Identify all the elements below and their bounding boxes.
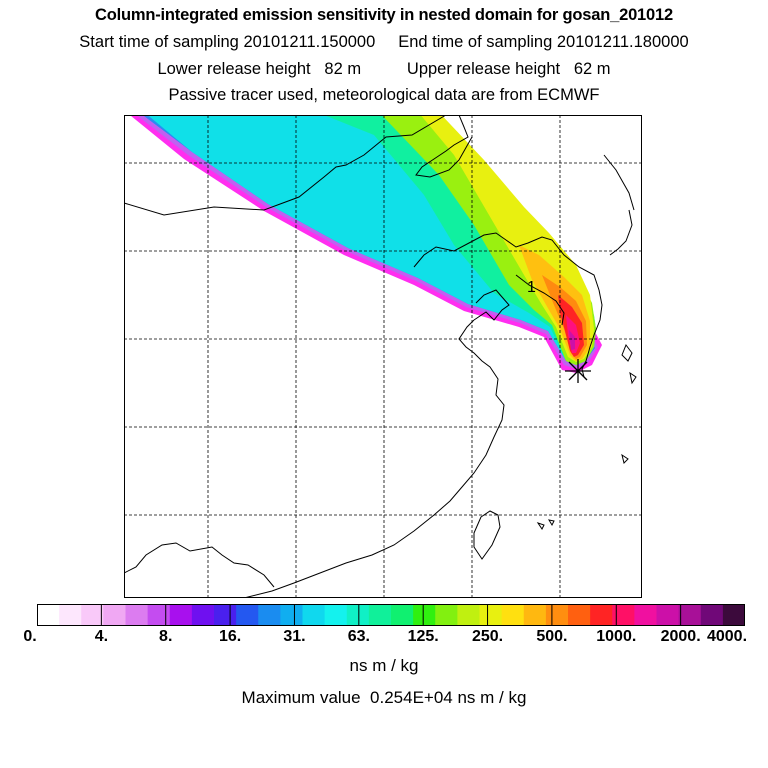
scale-tick-label: 250.: [471, 628, 504, 645]
scale-tick-label: 31.: [283, 628, 306, 645]
color-swatch: [457, 604, 481, 626]
color-swatch: [258, 604, 281, 626]
plume-label: 1: [527, 279, 536, 296]
color-swatch: [435, 604, 458, 626]
color-swatch: [479, 604, 503, 626]
asterisk-marker: [565, 359, 591, 383]
color-swatch: [590, 604, 613, 626]
color-swatch: [656, 604, 680, 626]
color-swatch: [280, 604, 304, 626]
release-height-line: Lower release height 82 m Upper release …: [157, 60, 611, 78]
scale-tick-label: 125.: [407, 628, 439, 645]
color-swatch: [545, 604, 569, 626]
plume-field: [129, 115, 602, 373]
lat-lon-grid: [124, 115, 642, 598]
scale-tick-label: 4.: [94, 628, 109, 645]
color-swatch: [147, 604, 171, 626]
max-value-label: Maximum value 0.254E+04 ns m / kg: [241, 688, 527, 707]
color-scale-tick-labels: 0. 4. 8. 16. 31. 63. 125. 250. 500. 1000. 2000. 400…: [0, 628, 768, 650]
color-swatch: [568, 604, 591, 626]
sampling-time-line: Start time of sampling 20101211.150000 E…: [79, 33, 689, 51]
scale-tick-label: 500.: [536, 628, 568, 645]
scale-tick-label: 8.: [159, 628, 173, 645]
coastlines: [124, 115, 637, 598]
plot-title: Column-integrated emission sensitivity i…: [95, 6, 673, 24]
color-swatch: [368, 604, 392, 626]
color-swatch: [324, 604, 348, 626]
color-scale-bar: [37, 604, 745, 626]
color-swatch: [302, 604, 326, 626]
color-swatch: [346, 604, 370, 626]
color-swatch: [236, 604, 259, 626]
scale-tick-label: 16.: [218, 628, 242, 645]
color-swatch: [125, 604, 149, 626]
color-swatch: [103, 604, 127, 626]
color-swatch: [413, 604, 436, 626]
scale-tick-label: 63.: [347, 628, 370, 645]
color-swatch: [523, 604, 547, 626]
color-swatch: [191, 604, 215, 626]
sensitivity-map: 1: [124, 115, 642, 598]
color-swatch: [501, 604, 525, 626]
scale-tick-label: 0.: [23, 628, 37, 645]
color-swatch: [722, 604, 745, 626]
color-swatch: [678, 604, 702, 626]
scale-tick-label: 4000.: [706, 628, 748, 645]
color-swatch: [700, 604, 724, 626]
color-swatch: [214, 604, 237, 626]
color-swatch: [81, 604, 104, 626]
tracer-info-line: Passive tracer used, meteorological data…: [168, 86, 600, 104]
color-swatch: [612, 604, 635, 626]
color-swatch: [59, 604, 82, 626]
scale-tick-label: 2000.: [660, 628, 701, 645]
color-swatch: [169, 604, 193, 626]
color-swatch: [634, 604, 658, 626]
scale-tick-label: 1000.: [596, 628, 637, 645]
unit-label: ns m / kg: [349, 656, 419, 675]
color-swatch: [37, 604, 60, 626]
color-swatch: [391, 604, 414, 626]
